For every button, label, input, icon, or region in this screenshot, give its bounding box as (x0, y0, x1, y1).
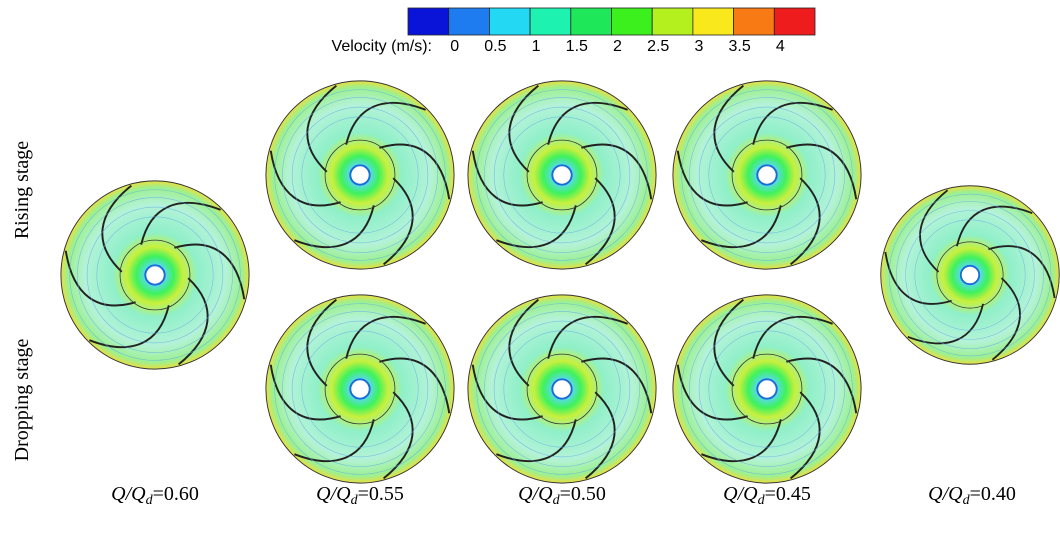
colorbar-label: 4 (776, 38, 785, 55)
impeller-plot (671, 79, 863, 271)
caption-ratio: Q/Q (928, 483, 963, 505)
caption-subscript: d (351, 493, 359, 508)
caption-value: =0.40 (970, 483, 1016, 505)
colorbar-swatch (611, 7, 653, 36)
colorbar-swatch (488, 7, 531, 36)
caption: Q/Qd=0.50 (518, 483, 606, 508)
caption: Q/Qd=0.40 (928, 483, 1016, 508)
colorbar-swatch (529, 7, 572, 36)
caption-value: =0.55 (358, 483, 404, 505)
colorbar-swatch (570, 7, 612, 36)
colorbar-swatch (407, 7, 450, 36)
caption-ratio: Q/Q (316, 483, 351, 505)
colorbar-label: 2.5 (647, 38, 669, 55)
caption-subscript: d (553, 493, 561, 508)
colorbar-swatch (733, 7, 775, 36)
caption-value: =0.50 (560, 483, 606, 505)
colorbar-label: 1.5 (566, 38, 588, 55)
colorbar-label: 3 (694, 38, 703, 55)
caption-subscript: d (146, 493, 154, 508)
colorbar-label: 2 (613, 38, 622, 55)
impeller-plot (879, 184, 1060, 366)
caption-ratio: Q/Q (723, 483, 758, 505)
row-label: Dropping stage (11, 339, 33, 462)
colorbar-label: 1 (532, 38, 541, 55)
impeller-plot (671, 293, 863, 485)
caption-ratio: Q/Q (111, 483, 146, 505)
impeller-plot (466, 293, 658, 485)
caption-ratio: Q/Q (518, 483, 553, 505)
impeller-images (59, 79, 1060, 485)
impeller-plot (264, 79, 456, 271)
caption-value: =0.45 (765, 483, 811, 505)
colorbar-swatch (692, 7, 735, 36)
colorbar-swatch (651, 7, 694, 36)
row-label: Rising stage (11, 141, 33, 239)
impeller-plot (466, 79, 658, 271)
caption-subscript: d (758, 493, 766, 508)
colorbar-swatch (773, 7, 816, 36)
caption: Q/Qd=0.60 (111, 483, 199, 508)
caption-subscript: d (963, 493, 971, 508)
colorbar-title: Velocity (m/s): (332, 38, 432, 55)
impeller-plot (264, 293, 456, 485)
caption-value: =0.60 (153, 483, 199, 505)
colorbar-label: 0.5 (484, 38, 506, 55)
colorbar-label: 0 (450, 38, 459, 55)
caption: Q/Qd=0.55 (316, 483, 404, 508)
colorbar-label: 3.5 (728, 38, 750, 55)
caption: Q/Qd=0.45 (723, 483, 811, 508)
impeller-plot (59, 179, 251, 371)
colorbar-swatch (448, 7, 490, 36)
